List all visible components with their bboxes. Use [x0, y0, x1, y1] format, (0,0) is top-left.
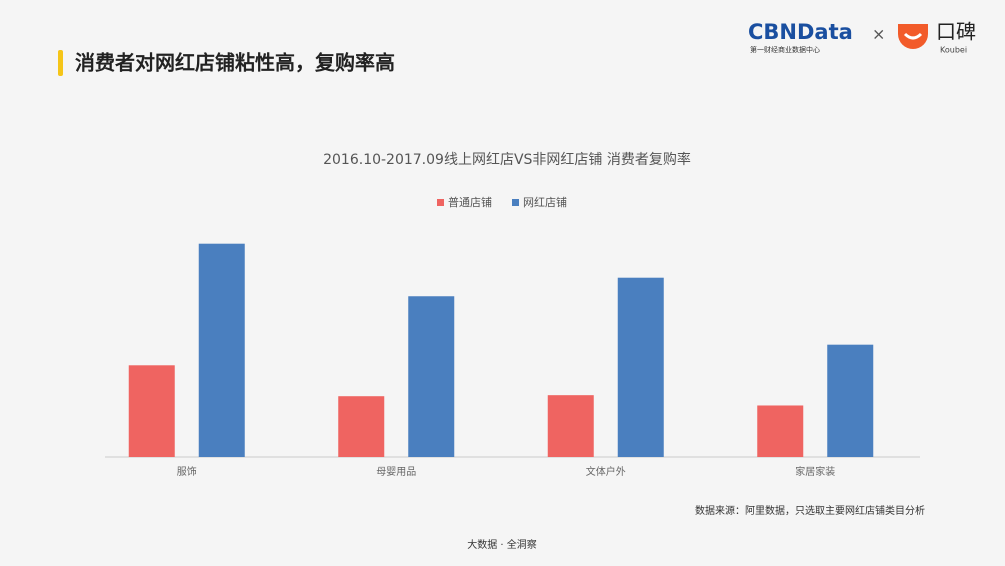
legend-label: 普通店铺: [448, 195, 492, 209]
legend-label: 网红店铺: [523, 195, 567, 209]
source-note: 数据来源：阿里数据，只选取主要网红店铺类目分析: [695, 504, 925, 517]
legend: 普通店铺 网红店铺: [437, 195, 567, 209]
legend-swatch: [512, 199, 519, 206]
title-accent: [58, 50, 63, 76]
partner-logo: 口碑: [936, 20, 976, 44]
partner-subtitle: Koubei: [940, 46, 967, 55]
x-tick-label: 服饰: [177, 465, 197, 478]
bar: [617, 277, 664, 457]
bar: [338, 396, 385, 457]
x-tick-label: 家居家装: [795, 465, 835, 478]
x-tick-label: 文体户外: [586, 465, 626, 478]
brand-logo: CBNData: [748, 20, 853, 44]
bar: [827, 344, 874, 457]
plot: 服饰 母婴用品 文体户外 家居家装: [105, 243, 920, 478]
x-tick-label: 母婴用品: [376, 466, 416, 478]
bar: [547, 395, 594, 457]
cross: ×: [872, 25, 885, 44]
bar: [408, 296, 455, 457]
legend-swatch: [437, 199, 444, 206]
brand-subtitle: 第一财经商业数据中心: [750, 45, 820, 54]
koubei-smile: [903, 32, 923, 40]
bar: [128, 365, 175, 457]
tagline: 大数据 · 全洞察: [467, 538, 537, 551]
slide-title: 消费者对网红店铺粘性高，复购率高: [75, 51, 395, 75]
chart-title: 2016.10-2017.09线上网红店VS非网红店铺 消费者复购率: [323, 151, 691, 168]
bar: [757, 405, 804, 457]
bar: [198, 243, 245, 457]
